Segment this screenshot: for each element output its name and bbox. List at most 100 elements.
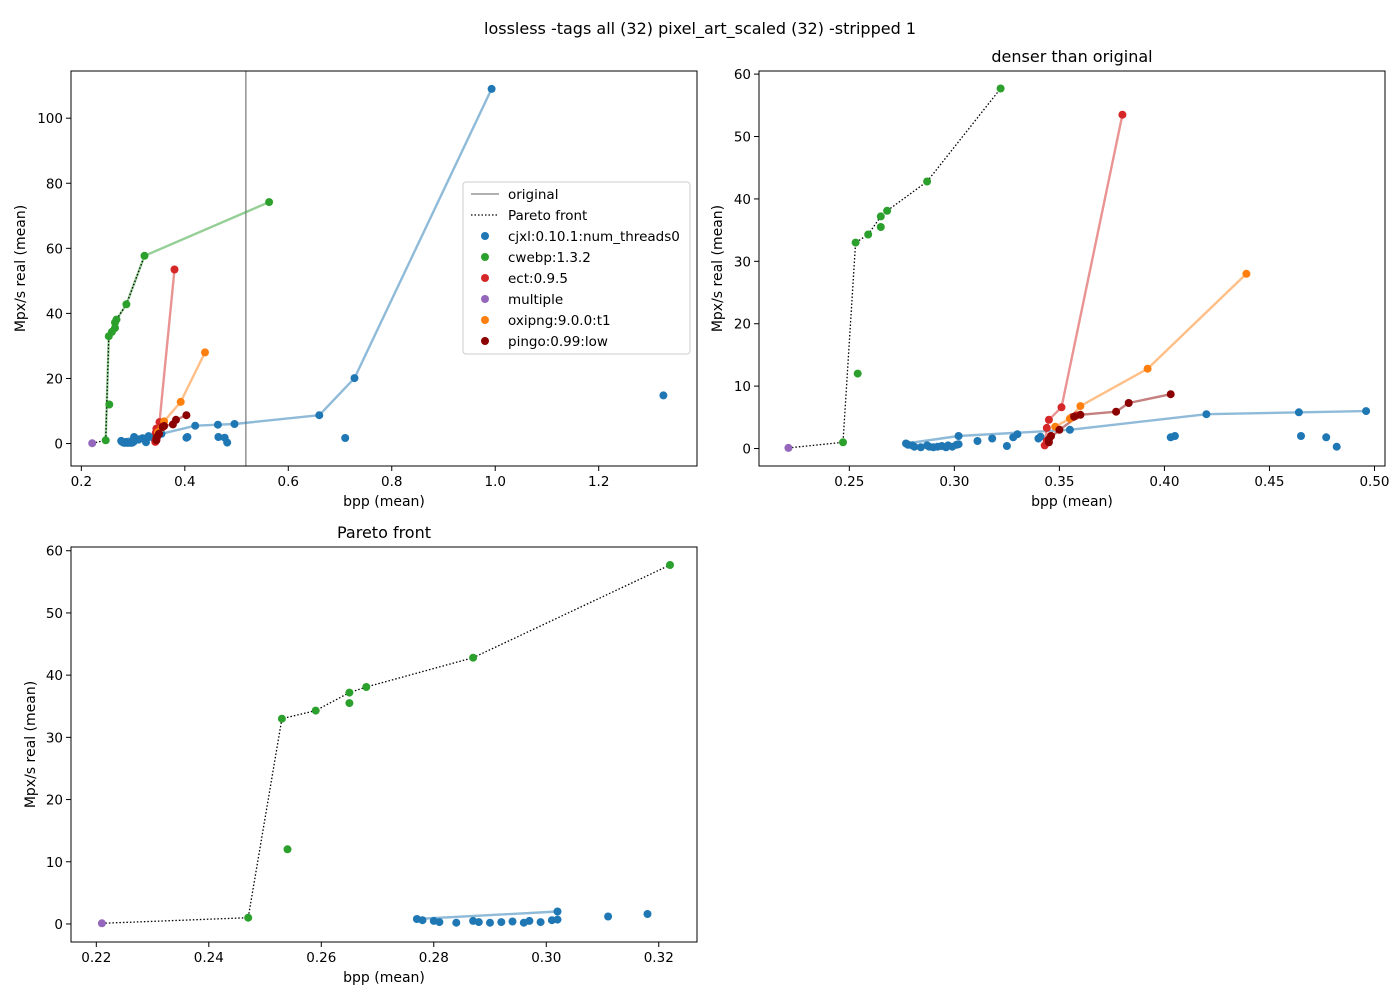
y-tick-label: 0 (54, 437, 63, 453)
data-point-cjxl (191, 421, 200, 430)
data-point-cwebp (853, 369, 862, 378)
x-tick-label: 0.22 (81, 950, 111, 966)
legend-box (462, 181, 691, 355)
x-axis-label: bpp (mean) (343, 494, 425, 510)
data-point-cjxl (230, 420, 239, 428)
data-point-pingo (1112, 407, 1121, 416)
data-point-cjxl (183, 433, 192, 441)
data-point-cjxl (223, 438, 232, 447)
x-tick-label: 0.35 (1044, 474, 1074, 490)
legend-marker-pingo (481, 337, 489, 345)
data-point-pingo (172, 415, 180, 424)
pareto-front-line (788, 88, 1002, 449)
data-point-cjxl (214, 433, 223, 441)
data-point-cwebp (345, 688, 354, 697)
data-point-oxipng (1143, 364, 1152, 373)
chart-title: Pareto front (337, 523, 431, 542)
y-tick-label: 20 (46, 793, 63, 809)
chart-all: 0.2 0.4 0.6 0.8 1.0 1.2 0 20 40 60 80 100 bpp (mean)… (13, 70, 698, 510)
axes-frame (70, 70, 698, 467)
data-point-cjxl (508, 917, 517, 926)
data-point-cwebp (105, 400, 114, 409)
x-tick-label: 0.30 (531, 950, 561, 966)
data-point-pingo (182, 411, 191, 420)
data-point-cwebp (122, 300, 131, 309)
data-point-ect (1042, 423, 1051, 432)
y-tick-label: 60 (734, 67, 751, 83)
data-point-cjxl (350, 374, 359, 383)
data-point-cjxl (1036, 432, 1045, 441)
data-point-cwebp (996, 84, 1005, 93)
data-point-cjxl (916, 443, 925, 452)
data-point-cjxl (497, 918, 506, 927)
legend-label-pareto: Pareto front (508, 208, 587, 224)
data-point-pingo (1076, 410, 1085, 419)
legend-label-original: original (508, 187, 558, 203)
data-point-cjxl (536, 918, 545, 927)
data-point-ect (1044, 415, 1053, 424)
data-point-pingo (1047, 432, 1055, 440)
data-point-cjxl (1322, 433, 1331, 442)
data-point-cjxl (910, 442, 919, 451)
data-point-cjxl (1297, 432, 1305, 440)
legend-marker-ect (481, 274, 489, 282)
y-tick-label: 30 (46, 730, 63, 746)
data-point-cwebp (283, 845, 292, 854)
data-point-cjxl (1294, 408, 1303, 417)
x-tick-label: 0.25 (834, 474, 864, 490)
data-point-cwebp (244, 913, 253, 922)
x-tick-label: 0.6 (278, 474, 299, 490)
legend-label-cjxl: cjxl:0.10.1:num_threads0 (508, 229, 680, 245)
data-point-multiple (97, 919, 106, 928)
data-point-cjxl (553, 915, 562, 924)
data-point-cjxl (1002, 442, 1011, 450)
data-point-cjxl (954, 440, 963, 449)
y-tick-label: 100 (37, 111, 63, 127)
x-tick-label: 0.40 (1149, 474, 1179, 490)
data-point-cjxl (452, 918, 461, 927)
data-point-cjxl (341, 434, 350, 442)
legend: original Pareto front cjxl:0.10.1:num_thre… (462, 181, 691, 355)
x-tick-label: 0.30 (939, 474, 969, 490)
x-tick-label: 0.24 (194, 950, 224, 966)
legend-marker-oxipng (481, 316, 489, 324)
data-point-pingo (1070, 412, 1079, 421)
data-point-cjxl (213, 420, 222, 429)
x-tick-label: 0.26 (306, 950, 336, 966)
data-point-oxipng (201, 348, 209, 357)
data-point-cwebp (265, 198, 274, 207)
data-point-cjxl (1202, 410, 1211, 419)
data-point-cwebp (112, 315, 121, 324)
data-point-cjxl (643, 910, 652, 918)
data-point-cwebp (923, 177, 932, 186)
y-tick-label: 10 (46, 855, 63, 871)
data-point-cjxl (1170, 432, 1179, 440)
plot-area (88, 71, 668, 466)
data-point-cwebp (140, 251, 149, 260)
plot-area (97, 561, 674, 928)
x-tick-label: 0.45 (1254, 474, 1284, 490)
y-tick-label: 80 (46, 176, 63, 192)
y-tick-label: 10 (734, 379, 751, 395)
data-point-pingo (1124, 399, 1133, 407)
data-point-cjxl (973, 437, 982, 445)
data-point-cwebp (876, 212, 885, 221)
data-point-cwebp (876, 223, 885, 231)
data-point-cjxl (315, 411, 324, 420)
data-point-cwebp (362, 683, 371, 691)
x-tick-label: 0.2 (71, 474, 92, 490)
data-point-cwebp (101, 436, 110, 445)
legend-label-oxipng: oxipng:9.0.0:t1 (508, 313, 611, 329)
data-point-cjxl (418, 916, 427, 925)
x-tick-label: 0.32 (644, 950, 674, 966)
data-point-cwebp (469, 653, 478, 662)
data-point-cjxl (1362, 407, 1371, 416)
data-point-oxipng (1242, 269, 1251, 278)
y-tick-label: 20 (734, 317, 751, 333)
x-axis-label: bpp (mean) (1031, 494, 1113, 510)
data-point-cjxl (604, 912, 613, 921)
data-point-cjxl (525, 916, 534, 925)
series-line-cjxl (416, 910, 558, 921)
